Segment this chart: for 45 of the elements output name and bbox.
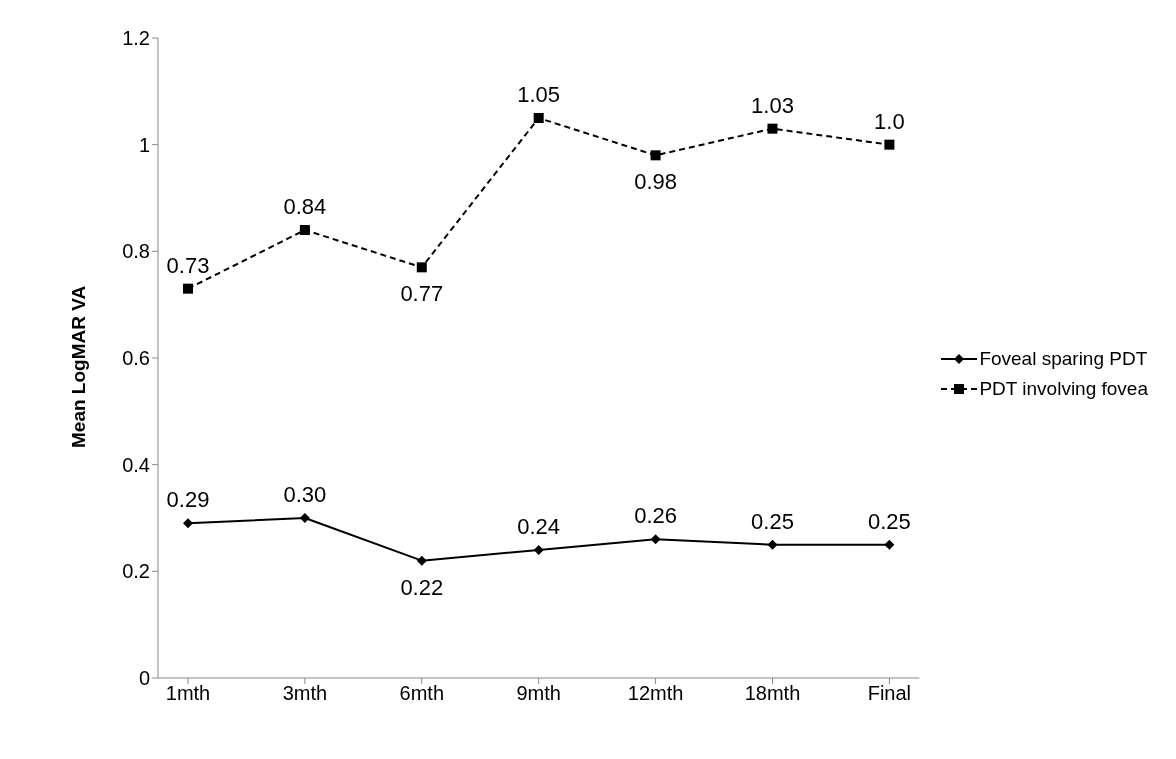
y-tick-label: 1.2 bbox=[122, 27, 150, 50]
data-label: 0.84 bbox=[283, 194, 327, 219]
point bbox=[533, 113, 544, 123]
data-label: 0.77 bbox=[400, 281, 444, 307]
data-label: 0.25 bbox=[867, 508, 911, 534]
y-tick-label: 0.8 bbox=[122, 240, 150, 263]
data-label: 0.22 bbox=[400, 574, 444, 600]
y-axis-title: Mean LogMAR VA bbox=[67, 285, 89, 448]
data-label: 1.0 bbox=[874, 108, 905, 134]
y-tick-label: 0.2 bbox=[122, 560, 150, 583]
data-label: 0.25 bbox=[751, 508, 794, 534]
point bbox=[884, 539, 895, 550]
data-label: 0.98 bbox=[634, 169, 677, 195]
x-tick-label: 9mth bbox=[516, 682, 561, 705]
x-tick-label: Final bbox=[867, 682, 912, 705]
point bbox=[299, 513, 310, 523]
x-tick-label: 18mth bbox=[744, 682, 801, 705]
point bbox=[767, 539, 778, 550]
point bbox=[416, 262, 427, 273]
y-tick-label: 1 bbox=[138, 133, 150, 156]
y-tick-label: 0 bbox=[138, 667, 150, 690]
point bbox=[533, 545, 544, 555]
data-label: 0.26 bbox=[634, 503, 677, 529]
data-label: 0.24 bbox=[517, 514, 561, 539]
point bbox=[183, 283, 193, 294]
data-label: 1.03 bbox=[751, 92, 794, 118]
point bbox=[416, 555, 427, 566]
data-label: 1.05 bbox=[517, 82, 561, 107]
point bbox=[650, 150, 661, 161]
point bbox=[183, 518, 193, 529]
point bbox=[650, 534, 661, 545]
y-tick-label: 0.4 bbox=[122, 453, 150, 476]
data-label: 0.73 bbox=[166, 252, 210, 278]
point bbox=[884, 139, 895, 150]
data-label: 0.30 bbox=[283, 482, 327, 507]
x-tick-label: 3mth bbox=[282, 682, 328, 705]
y-tick-label: 0.6 bbox=[122, 347, 150, 370]
x-tick-label: 1mth bbox=[165, 682, 211, 705]
data-label: 0.29 bbox=[166, 487, 210, 513]
point bbox=[299, 225, 310, 235]
x-tick-label: 12mth bbox=[627, 682, 684, 705]
legend-label: Foveal sparing PDT bbox=[979, 348, 1148, 370]
x-tick-label: 6mth bbox=[399, 682, 445, 705]
legend-label: PDT involving fovea bbox=[979, 378, 1148, 400]
point bbox=[767, 123, 778, 134]
